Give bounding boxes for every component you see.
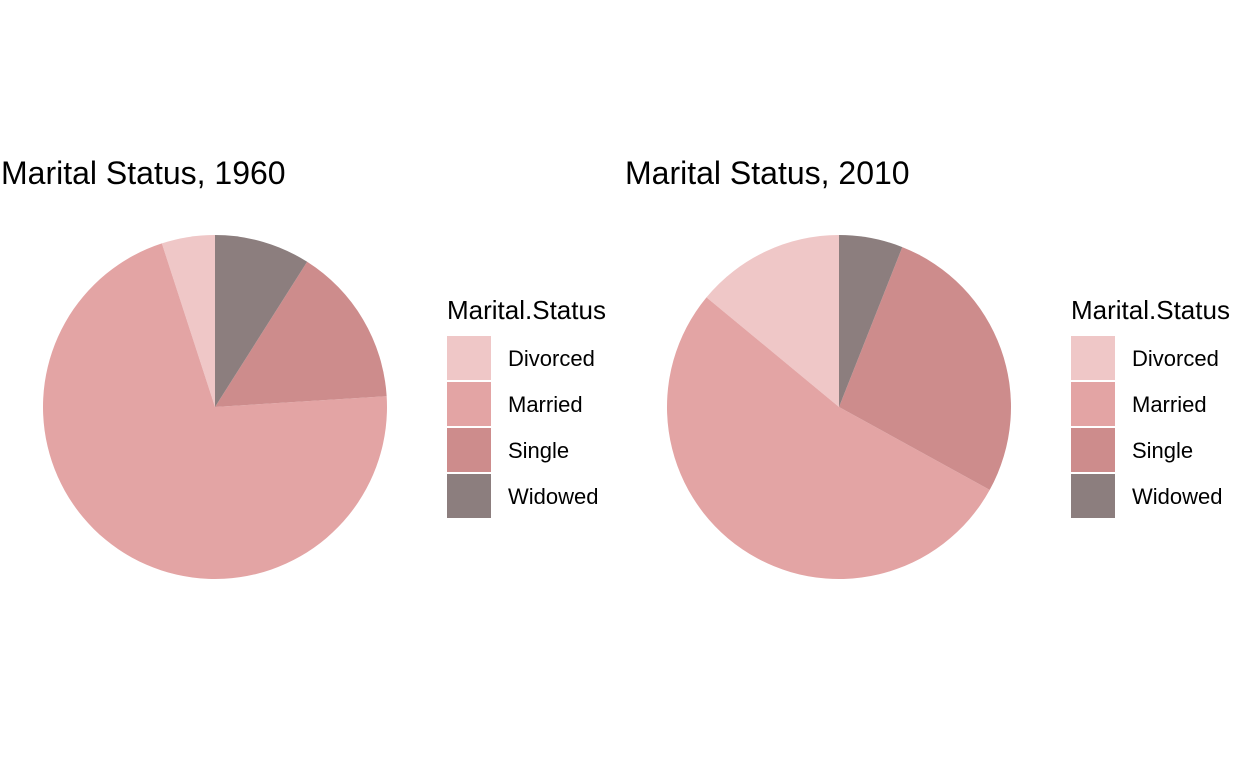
legend-swatch-married bbox=[1071, 382, 1115, 426]
pie-chart-1960 bbox=[42, 235, 387, 580]
legend-title: Marital.Status bbox=[1071, 295, 1230, 325]
legend-item-divorced: Divorced bbox=[1071, 336, 1230, 382]
legend-swatch-divorced bbox=[1071, 336, 1115, 380]
legend: Marital.Status Divorced Married Single W… bbox=[447, 294, 606, 520]
legend-item-single: Single bbox=[1071, 428, 1230, 474]
legend-label: Divorced bbox=[1132, 346, 1219, 371]
pie-slice-widowed bbox=[215, 235, 308, 407]
legend-item-married: Married bbox=[447, 382, 606, 428]
legend-label: Married bbox=[508, 392, 583, 417]
legend-item-widowed: Widowed bbox=[447, 474, 606, 520]
pie-slice-single bbox=[215, 261, 387, 407]
legend-swatch-married bbox=[447, 382, 491, 426]
legend-swatch-single bbox=[1071, 428, 1115, 472]
legend-label: Single bbox=[1132, 438, 1194, 463]
legend-swatch-widowed bbox=[447, 474, 491, 518]
chart-panel-1960: Marital Status, 1960 Marital.Status Divo… bbox=[1, 155, 606, 580]
legend-item-married: Married bbox=[1071, 382, 1230, 428]
pie-chart-2010 bbox=[666, 235, 1011, 580]
pie-slice-divorced bbox=[161, 235, 215, 407]
pie-slice-divorced bbox=[706, 235, 839, 407]
legend-title: Marital.Status bbox=[447, 295, 606, 325]
legend-label: Married bbox=[1132, 392, 1207, 417]
legend-item-single: Single bbox=[447, 428, 606, 474]
chart-title: Marital Status, 1960 bbox=[1, 155, 286, 191]
legend-swatch-divorced bbox=[447, 336, 491, 380]
legend-label: Widowed bbox=[508, 484, 599, 509]
legend-swatch-widowed bbox=[1071, 474, 1115, 518]
legend-label: Widowed bbox=[1132, 484, 1223, 509]
pie-slice-married bbox=[666, 297, 990, 580]
pie-slice-single bbox=[839, 247, 1011, 490]
chart-title: Marital Status, 2010 bbox=[625, 155, 910, 191]
legend-item-divorced: Divorced bbox=[447, 336, 606, 382]
legend-label: Divorced bbox=[508, 346, 595, 371]
pie-slice-married bbox=[42, 243, 387, 580]
pie-slice-widowed bbox=[839, 235, 903, 407]
legend: Marital.Status Divorced Married Single W… bbox=[1071, 294, 1230, 520]
legend-label: Single bbox=[508, 438, 570, 463]
chart-panel-2010: Marital Status, 2010 Marital.Status Divo… bbox=[624, 0, 1248, 768]
legend-swatch-single bbox=[447, 428, 491, 472]
legend-item-widowed: Widowed bbox=[1071, 474, 1230, 520]
